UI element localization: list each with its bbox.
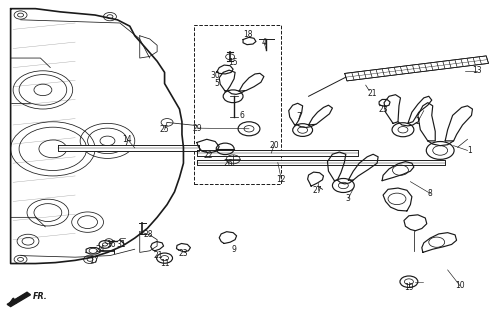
Polygon shape [7,292,30,307]
Text: 27: 27 [313,186,322,195]
Text: 25: 25 [160,125,169,134]
Text: 16: 16 [106,240,116,249]
Text: 15: 15 [228,58,238,67]
Text: 6: 6 [239,111,244,120]
Text: 20: 20 [269,141,279,150]
Text: 30: 30 [210,71,220,80]
Text: 21: 21 [368,89,377,98]
Text: 11: 11 [160,259,169,268]
Text: 21: 21 [154,251,163,260]
Bar [194,25,281,184]
Text: 1: 1 [468,146,473,155]
Polygon shape [197,160,445,165]
Text: 23: 23 [179,250,188,259]
Polygon shape [345,56,489,81]
Text: 23: 23 [378,105,388,114]
Text: 31: 31 [117,240,126,249]
Text: 26: 26 [223,159,233,168]
Text: 22: 22 [204,151,213,160]
Text: 12: 12 [276,175,286,184]
Text: 24: 24 [95,245,105,254]
Text: 4: 4 [261,38,266,47]
Text: FR.: FR. [33,292,48,300]
Text: 14: 14 [123,135,132,144]
Text: 3: 3 [346,194,351,203]
Text: 29: 29 [192,124,202,132]
Text: 8: 8 [428,189,433,198]
Text: 9: 9 [232,245,237,254]
Polygon shape [197,150,358,156]
Text: 7: 7 [296,113,301,122]
Text: 18: 18 [243,30,253,39]
Text: 13: 13 [473,66,482,75]
Text: 19: 19 [404,283,414,292]
Text: 10: 10 [455,281,465,290]
Text: 28: 28 [144,230,153,239]
Polygon shape [58,145,199,151]
Text: 5: 5 [214,79,219,88]
Text: 17: 17 [89,256,99,265]
Text: 2: 2 [415,117,420,126]
